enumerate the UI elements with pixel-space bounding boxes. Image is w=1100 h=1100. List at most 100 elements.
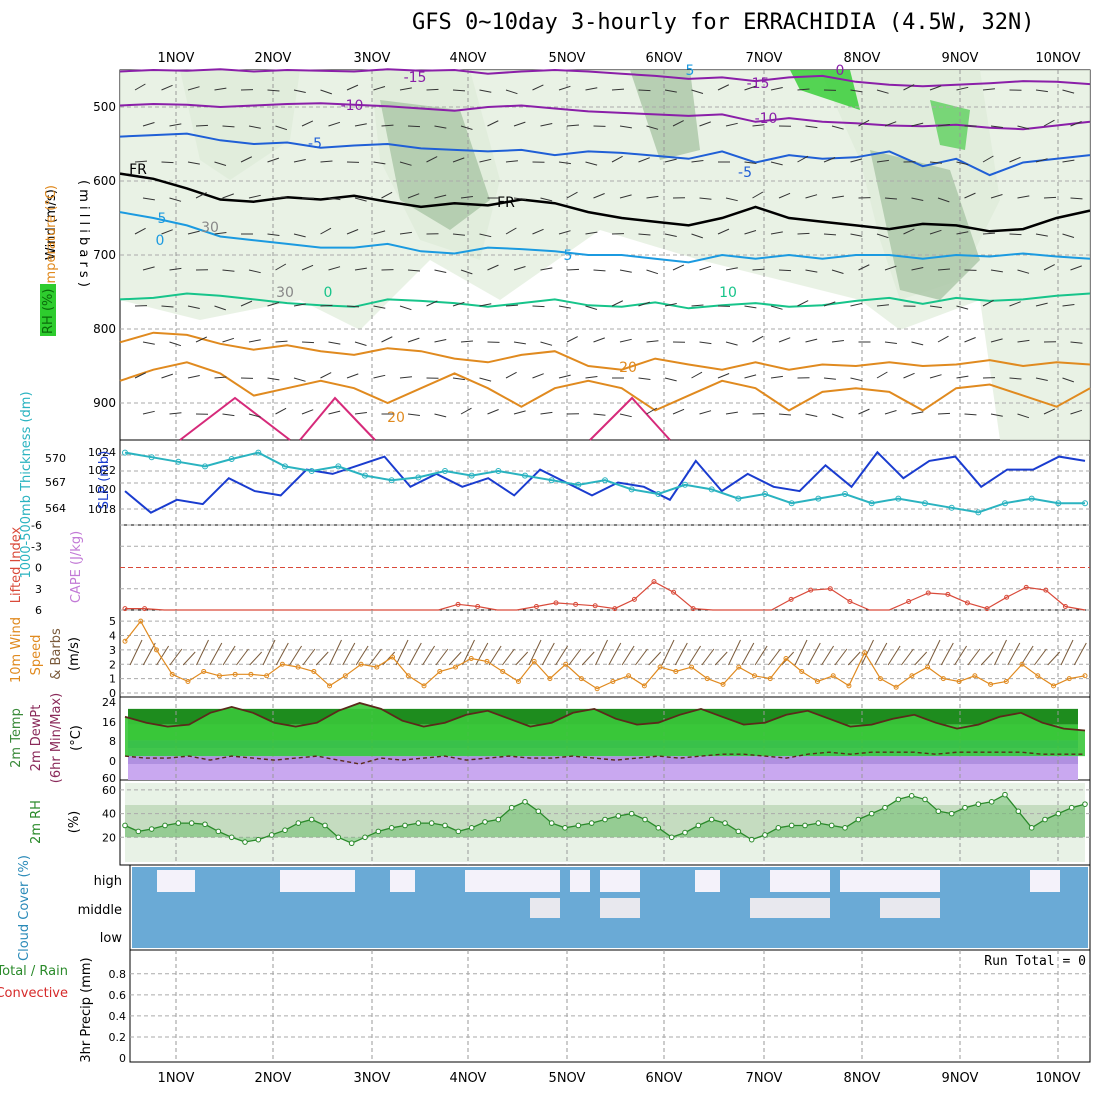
wind-barb	[558, 305, 571, 309]
wind-barb	[831, 340, 844, 343]
contour-label: -5	[738, 165, 752, 181]
wind-barb	[956, 375, 969, 379]
lifted-index-point	[651, 579, 657, 585]
top-day-label: 10NOV	[1035, 51, 1080, 66]
wind-speed-point	[1035, 673, 1041, 679]
wind-speed-point	[720, 681, 726, 687]
contour-label: -15	[747, 76, 770, 92]
wind-barb	[434, 125, 447, 129]
surface-wind-barb	[275, 642, 289, 666]
thickness-point	[602, 477, 608, 484]
wind-barb	[505, 371, 517, 379]
wind-barb	[593, 413, 606, 416]
wind-barb	[1035, 233, 1048, 237]
wind-barb	[691, 89, 704, 94]
wind-barb	[770, 87, 783, 91]
wind-barb	[346, 305, 360, 308]
surface-wind-barb	[448, 651, 462, 666]
wind-barb	[1009, 301, 1021, 307]
wind-barb	[752, 191, 764, 199]
rh-point	[895, 796, 902, 803]
lifted-index-tick-label: 6	[35, 604, 42, 617]
thickness-point	[388, 477, 395, 484]
surface-wind-barb	[488, 645, 502, 666]
wind-barb	[214, 232, 227, 235]
wind-barb	[187, 230, 200, 235]
wind-barb	[293, 303, 306, 307]
wind-speed-point	[421, 683, 427, 689]
cloud-level-label: low	[100, 931, 123, 946]
lifted-index-point	[475, 603, 481, 609]
thickness-point	[282, 463, 288, 470]
rh-point	[722, 820, 728, 826]
wind-barb	[1035, 302, 1048, 307]
wind-barb	[328, 266, 341, 271]
wind-barb	[1043, 196, 1057, 199]
cloud-high-block	[465, 870, 560, 892]
wind-barb	[426, 300, 438, 307]
wind-barb	[566, 191, 578, 199]
lifted-index-tick-label: -3	[31, 540, 42, 553]
contour-label: 5	[564, 248, 573, 264]
rh-point	[922, 796, 928, 803]
wind-speed-point	[767, 676, 773, 682]
wind-barb	[929, 374, 942, 379]
wind-barb	[911, 341, 924, 346]
wind-barb	[911, 411, 924, 415]
cloud-middle-block	[600, 898, 640, 918]
temperature-tick-label: 24	[102, 696, 116, 709]
wind-barb	[876, 304, 889, 307]
wind-barb	[911, 197, 924, 201]
wind-speed-point	[909, 673, 915, 679]
rh-point	[468, 825, 475, 831]
wind-barb	[320, 372, 332, 379]
wind-barb	[699, 265, 712, 271]
surface-wind-barb	[355, 645, 369, 666]
lifted-index-point	[1023, 584, 1029, 590]
thickness-point	[922, 500, 928, 507]
rh-point	[175, 820, 182, 826]
rh-point	[242, 839, 248, 845]
surface-wind-barb	[568, 648, 582, 666]
lifted-index-point	[964, 600, 970, 606]
wind-barb	[797, 232, 810, 235]
wind-barb	[1043, 119, 1055, 127]
wind-barb	[1070, 265, 1082, 271]
thickness-point	[495, 468, 502, 474]
surface-wind-barb	[435, 648, 449, 666]
contour-label: 0	[324, 285, 333, 301]
wind-barb	[929, 161, 942, 164]
wind-barb	[373, 230, 386, 235]
thickness-point	[548, 477, 555, 484]
wind-speed-point	[216, 673, 222, 679]
wind-barb	[937, 124, 950, 127]
cloud-high-block	[600, 870, 640, 892]
wind-barb	[664, 303, 677, 307]
wind-barb	[381, 191, 393, 199]
thickness-point	[842, 491, 848, 497]
wind-barb	[876, 233, 889, 239]
wind-speed-point	[452, 664, 458, 670]
wind-barb	[267, 89, 280, 92]
wind-speed-point	[515, 679, 521, 685]
wind-barb	[778, 192, 791, 199]
wind-axis-label: Wind (m/s)	[44, 189, 59, 260]
wind-barb	[903, 372, 915, 379]
wind-speed-point	[1082, 673, 1088, 679]
wind-speed-point	[704, 676, 710, 682]
wind-barb	[169, 341, 182, 347]
surface-wind-barb	[661, 639, 675, 666]
surface-wind-barb	[581, 651, 595, 666]
rh-point	[202, 821, 208, 828]
wind-barb	[1062, 233, 1075, 238]
surface-wind-barb	[222, 645, 236, 666]
wind-barb	[407, 269, 420, 272]
wind-barb	[831, 413, 844, 419]
wind-barb	[142, 266, 155, 271]
wind-barb	[328, 197, 341, 201]
wind-axis-label-3: & Barbs	[49, 628, 64, 680]
wind-speed-point	[264, 673, 270, 679]
rh-point	[735, 828, 742, 835]
wind-speed-point	[248, 671, 254, 677]
wind-barb	[1070, 341, 1083, 344]
